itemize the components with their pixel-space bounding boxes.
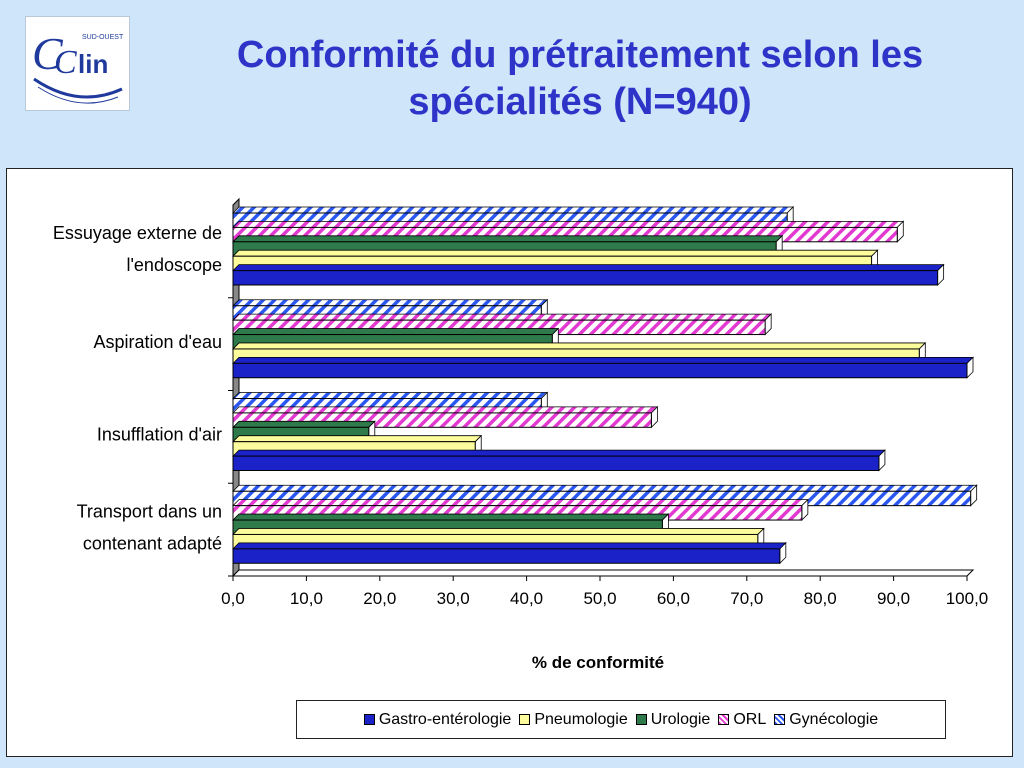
legend-label: ORL <box>733 710 767 728</box>
bar-front-face <box>232 548 781 564</box>
x-tick-label: 30,0 <box>437 589 470 608</box>
bar-chart: 0,0 10,0 20,0 30,0 40,0 50,0 60,0 70,0 80,0 90,0 1… <box>53 197 989 672</box>
legend-item: ORL <box>718 711 766 729</box>
logo-subtext: SUD-OUEST <box>82 34 124 41</box>
category-label: l'endoscope <box>126 255 222 275</box>
cclin-logo: C C lin SUD-OUEST <box>25 16 130 111</box>
category-label: Transport dans un <box>77 501 222 521</box>
bar-top-face <box>232 528 765 535</box>
x-tick-label: 40,0 <box>510 589 543 608</box>
bar-front-face <box>232 362 968 379</box>
bar-top-face <box>232 435 483 443</box>
x-tick-label: 0,0 <box>221 589 245 608</box>
chart-panel: 0,0 10,0 20,0 30,0 40,0 50,0 60,0 70,0 80,0 90,0 1… <box>6 168 1013 757</box>
bar-front-face <box>232 455 880 472</box>
legend-label: Urologie <box>650 710 711 728</box>
title-line-1: Conformité du prétraitement selon les <box>236 34 924 76</box>
legend-label: Pneumologie <box>534 710 628 728</box>
cclin-logo-graphic: C C lin SUD-OUEST <box>32 28 124 104</box>
bar-top-face <box>232 342 927 350</box>
page-title: Conformité du prétraitement selon les sp… <box>140 32 1020 126</box>
x-tick-label: 10,0 <box>290 589 323 608</box>
x-tick-label: 20,0 <box>363 589 396 608</box>
bar-top-face <box>232 420 376 428</box>
bar-top-face <box>232 221 905 228</box>
bar-top-face <box>232 406 659 414</box>
x-tick-label: 60,0 <box>657 589 690 608</box>
logo-text: lin <box>78 49 108 79</box>
bar-top-face <box>232 264 945 271</box>
bar-top-face <box>232 328 560 335</box>
bar-top-face <box>232 235 784 243</box>
x-axis-title: % de conformité <box>532 653 664 672</box>
x-tick-label: 100,0 <box>946 589 989 608</box>
bar-top-face <box>232 206 795 214</box>
chart-legend: Gastro-entérologie Pneumologie Urologie ORL… <box>296 700 946 739</box>
legend-label: Gynécologie <box>789 710 879 728</box>
x-tick-label: 90,0 <box>877 589 910 608</box>
bar <box>232 541 787 565</box>
bar-top-face <box>232 513 670 521</box>
legend-swatch <box>363 714 375 725</box>
legend-swatch <box>519 714 531 725</box>
bar-top-face <box>232 392 549 399</box>
category-label: Aspiration d'eau <box>93 332 222 352</box>
x-tick-label: 80,0 <box>804 589 837 608</box>
legend-item: Gastro-entérologie <box>363 710 512 729</box>
bar-top-face <box>232 449 886 457</box>
bar-top-face <box>232 484 978 492</box>
bar <box>232 263 945 286</box>
legend-swatch <box>718 714 730 725</box>
bar-top-face <box>232 356 974 364</box>
legend-item: Gynécologie <box>774 711 878 729</box>
bar-top-face <box>232 299 549 307</box>
category-label: contenant adapté <box>83 533 222 553</box>
category-label: Essuyage externe de <box>53 223 222 243</box>
legend-swatch <box>774 714 786 725</box>
bar-top-face <box>232 313 773 321</box>
svg-text:C: C <box>54 44 77 81</box>
x-tick-label: 50,0 <box>583 589 616 608</box>
x-tick-label: 70,0 <box>730 589 763 608</box>
legend-item: Pneumologie <box>519 710 628 729</box>
bar <box>232 356 974 379</box>
legend-item: Urologie <box>635 710 711 729</box>
axis-floor <box>231 569 975 577</box>
legend-label: Gastro-entérologie <box>378 710 512 728</box>
bar-front-face <box>232 270 939 286</box>
svg-text:C: C <box>32 28 64 79</box>
legend-swatch <box>635 714 647 725</box>
bar-top-face <box>232 249 879 257</box>
bar-top-face <box>232 499 809 507</box>
title-line-2: spécialités (N=940) <box>408 81 752 123</box>
bar <box>232 449 886 472</box>
category-label: Insufflation d'air <box>97 425 222 445</box>
bar-top-face <box>232 542 787 550</box>
